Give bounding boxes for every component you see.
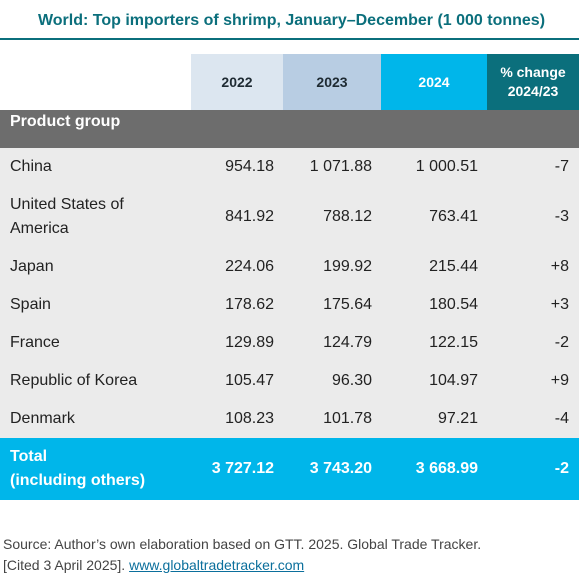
table-row: Japan 224.06 199.92 215.44 +8 (0, 248, 579, 286)
total-label: Total (including others) (0, 445, 191, 493)
pct-change: +8 (550, 258, 569, 275)
value-2022: 108.23 (225, 410, 274, 427)
data-table: Product group China 954.18 1 071.88 1 000.5… (0, 110, 579, 500)
country-name: Spain (0, 293, 191, 317)
total-label-line2: (including others) (10, 472, 146, 489)
total-row: Total (including others) 3 727.12 3 743.… (0, 438, 579, 500)
column-header-pct-change: % change 2024/23 (487, 54, 579, 110)
table-row: Republic of Korea 105.47 96.30 104.97 +9 (0, 362, 579, 400)
value-2023: 1 071.88 (309, 158, 372, 175)
value-2022: 841.92 (225, 208, 274, 225)
country-name: France (0, 331, 191, 355)
value-2024: 180.54 (429, 296, 478, 313)
country-name: Republic of Korea (0, 369, 191, 393)
pct-change: -7 (554, 158, 569, 175)
pct-header-line1: % change (500, 64, 566, 80)
value-2022: 224.06 (225, 258, 274, 275)
pct-change: +3 (550, 296, 569, 313)
title-rule (0, 38, 579, 40)
total-label-line1: Total (10, 448, 48, 465)
product-group-header: Product group (0, 110, 579, 148)
country-name-line1: France (10, 334, 60, 351)
table-row: China 954.18 1 071.88 1 000.51 -7 (0, 148, 579, 186)
table-row: Denmark 108.23 101.78 97.21 -4 (0, 400, 579, 438)
source-line2: [Cited 3 April 2025]. (3, 557, 130, 573)
value-2023: 101.78 (323, 410, 372, 427)
country-name-line1: Denmark (10, 410, 75, 427)
source-note: Source: Author’s own elaboration based o… (3, 534, 579, 576)
table-row: Spain 178.62 175.64 180.54 +3 (0, 286, 579, 324)
pct-header-line2: 2024/23 (507, 83, 559, 99)
value-2024: 104.97 (429, 372, 478, 389)
column-header-2022: 2022 (191, 54, 283, 110)
table-title: World: Top importers of shrimp, January–… (37, 12, 546, 29)
value-2023: 96.30 (331, 372, 372, 389)
table-row: United States of America 841.92 788.12 763.4… (0, 186, 579, 248)
value-2024: 97.21 (437, 410, 478, 427)
value-2022: 129.89 (225, 334, 274, 351)
value-2022: 105.47 (225, 372, 274, 389)
source-link[interactable]: www.globaltradetracker.com (129, 557, 305, 573)
country-name: China (0, 155, 191, 179)
country-name-line1: China (10, 158, 52, 175)
value-2023: 199.92 (323, 258, 372, 275)
table-row: France 129.89 124.79 122.15 -2 (0, 324, 579, 362)
value-2023: 788.12 (323, 208, 372, 225)
value-2024: 122.15 (429, 334, 478, 351)
value-2024: 215.44 (429, 258, 478, 275)
value-2023: 124.79 (323, 334, 372, 351)
table-body: China 954.18 1 071.88 1 000.51 -7 United Stat… (0, 148, 579, 438)
total-2022: 3 727.12 (211, 460, 274, 477)
pct-change: -2 (554, 334, 569, 351)
value-2023: 175.64 (323, 296, 372, 313)
country-name-line1: United States of (10, 196, 124, 213)
country-name: Denmark (0, 407, 191, 431)
column-header-2024: 2024 (381, 54, 487, 110)
value-2024: 1 000.51 (415, 158, 478, 175)
value-2022: 178.62 (225, 296, 274, 313)
pct-change: -4 (554, 410, 569, 427)
country-name: Japan (0, 255, 191, 279)
country-name-line2: America (10, 220, 69, 237)
pct-change: -3 (554, 208, 569, 225)
total-2023: 3 743.20 (309, 460, 372, 477)
country-name-line1: Spain (10, 296, 51, 313)
country-name: United States of America (0, 193, 191, 241)
value-2022: 954.18 (225, 158, 274, 175)
total-2024: 3 668.99 (415, 460, 478, 477)
country-name-line1: Japan (10, 258, 54, 275)
country-name-line1: Republic of Korea (10, 372, 138, 389)
column-header-2023: 2023 (283, 54, 381, 110)
pct-change: +9 (550, 372, 569, 389)
total-pct-change: -2 (554, 460, 569, 477)
value-2024: 763.41 (429, 208, 478, 225)
source-line1: Source: Author’s own elaboration based o… (3, 536, 482, 552)
